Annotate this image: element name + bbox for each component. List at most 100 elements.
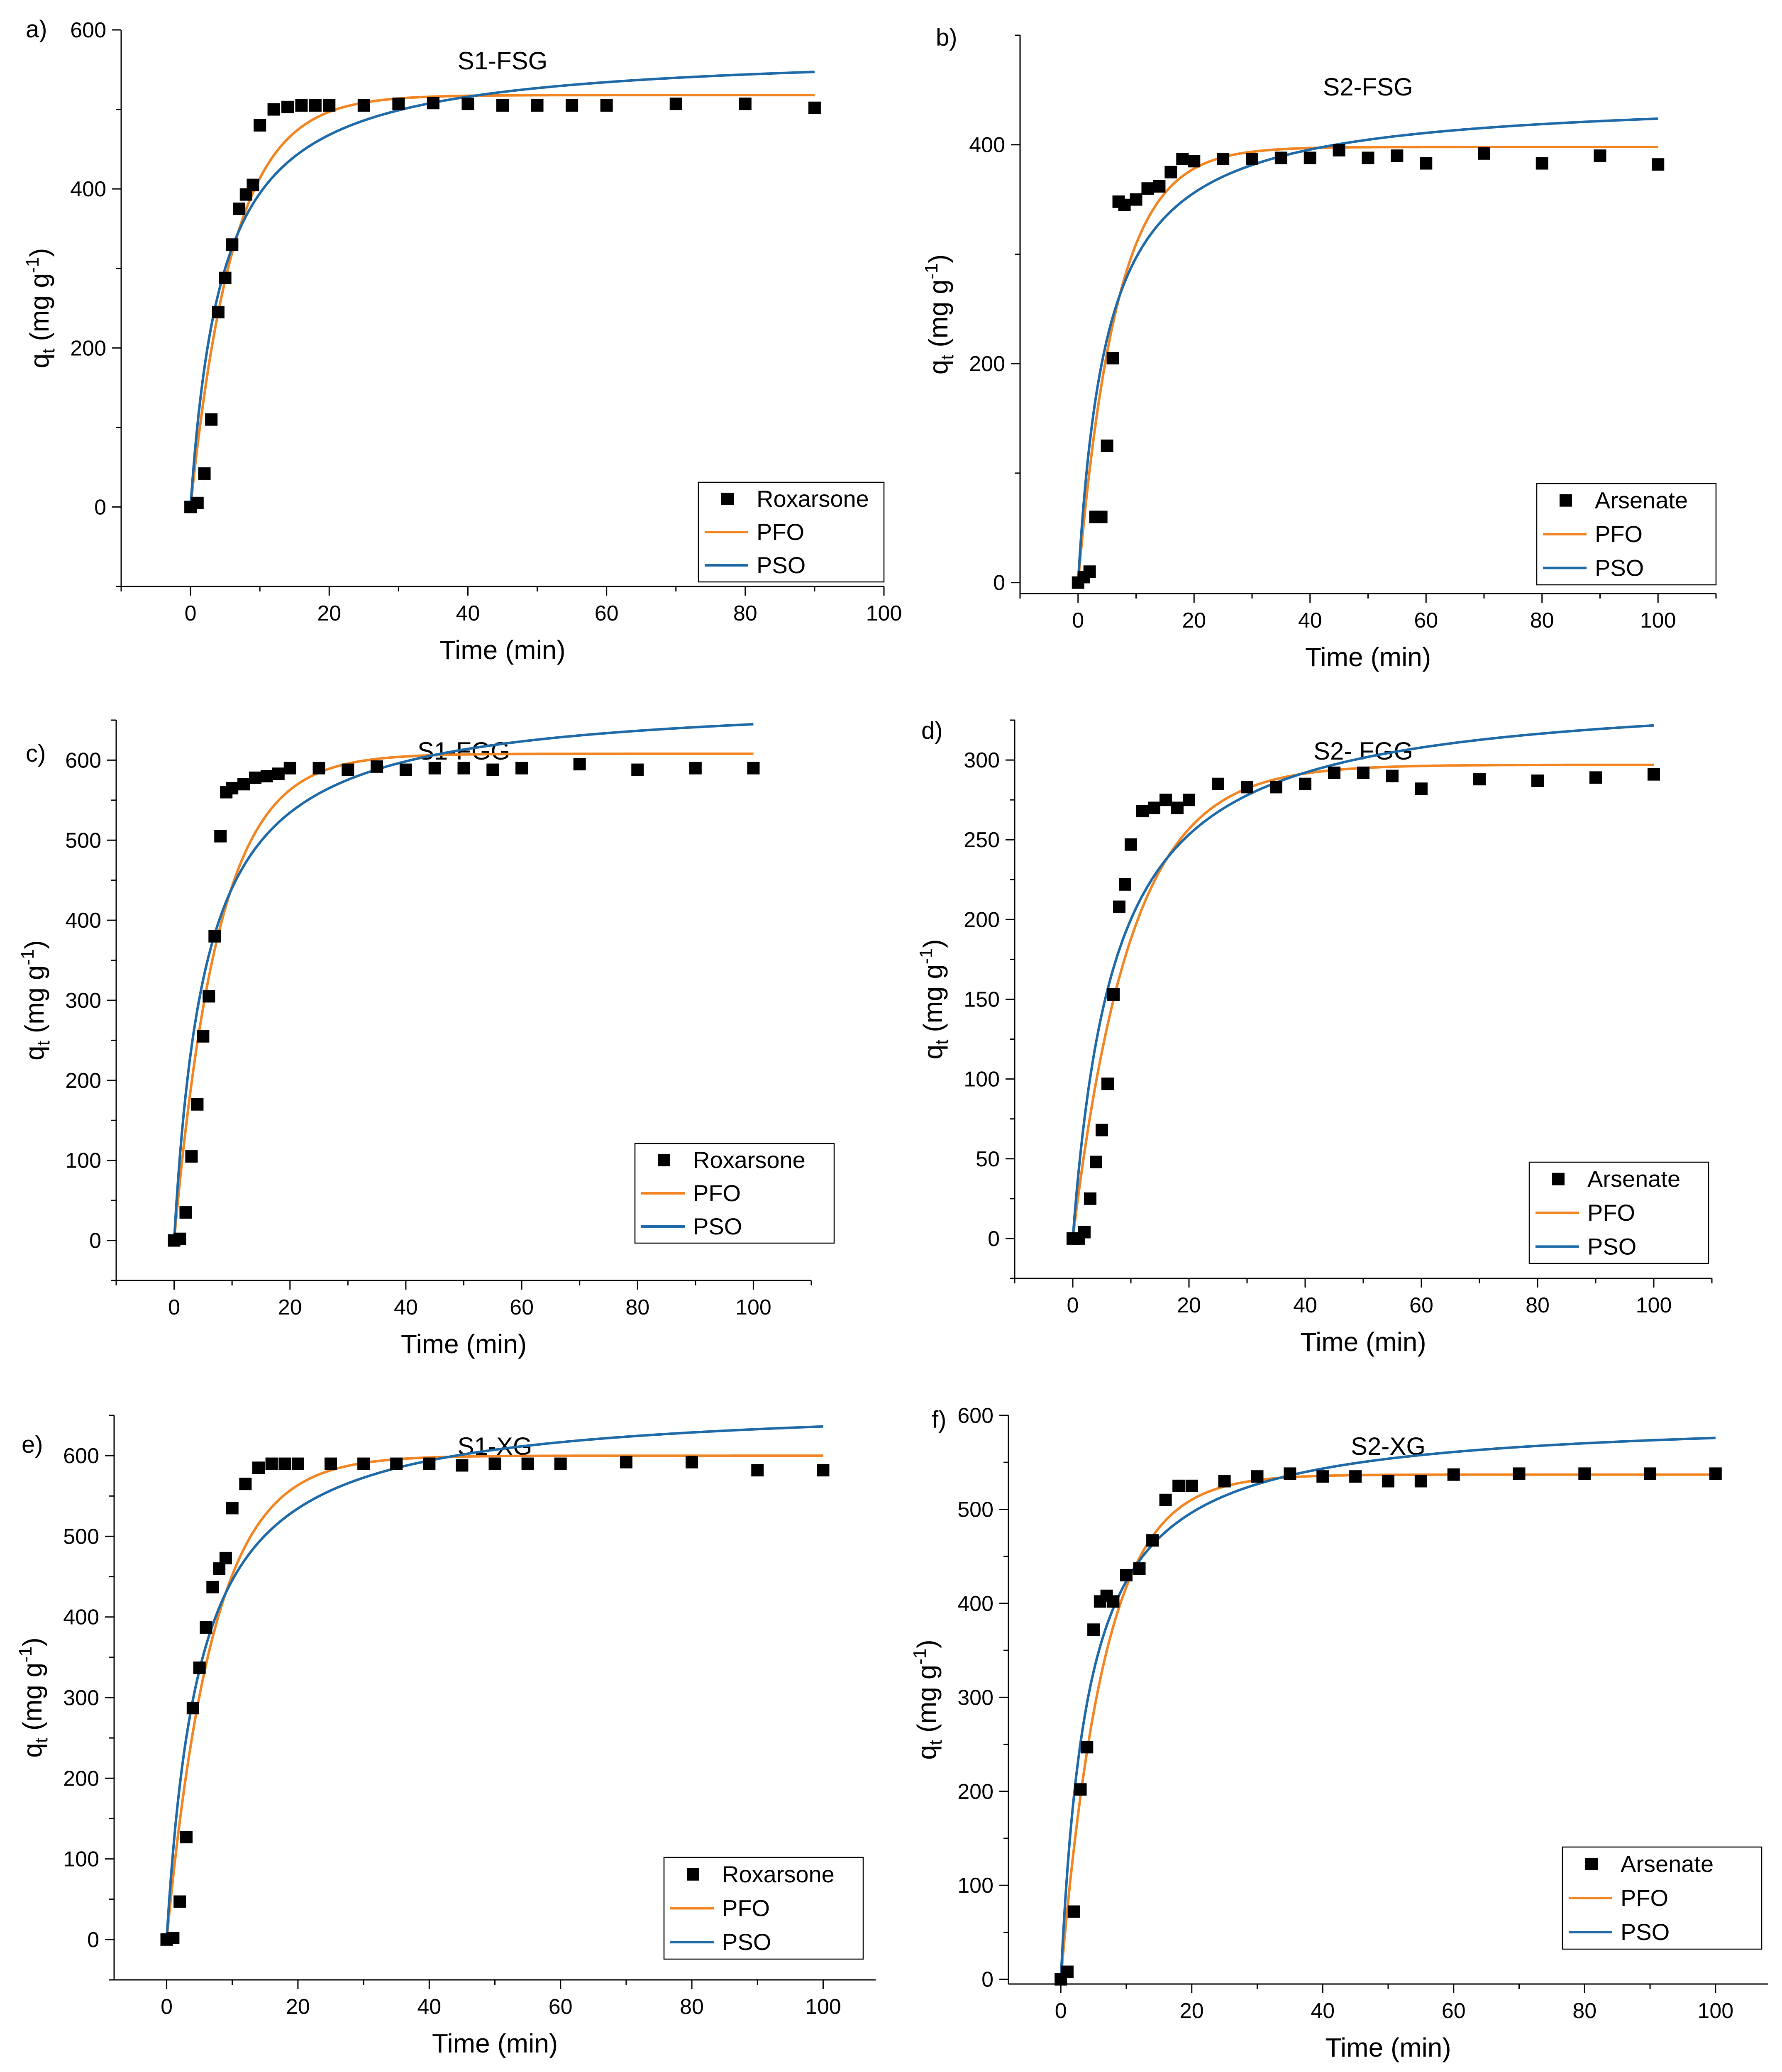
x-tick-label: 100 <box>1640 608 1676 633</box>
data-point <box>1146 1534 1159 1547</box>
data-point <box>1141 182 1154 195</box>
data-point <box>428 762 441 775</box>
data-point <box>191 496 204 509</box>
data-point <box>272 767 285 780</box>
chart-title: S2-FSG <box>1323 73 1413 101</box>
legend-label-pfo: PFO <box>1621 1885 1668 1911</box>
data-point <box>1061 1965 1074 1978</box>
legend-label-points: Arsenate <box>1587 1166 1680 1192</box>
data-point <box>1101 1078 1114 1090</box>
data-point <box>1133 1562 1146 1575</box>
data-point <box>817 1464 830 1477</box>
data-point <box>620 1456 632 1468</box>
data-point <box>1083 565 1096 578</box>
data-point <box>1284 1467 1296 1480</box>
legend-label-pso: PSO <box>722 1929 771 1955</box>
data-point <box>200 1621 212 1634</box>
data-point <box>205 413 218 426</box>
data-point <box>1217 153 1230 166</box>
data-point <box>1316 1470 1329 1483</box>
x-axis-title: Time (min) <box>401 1329 527 1359</box>
panel-label: a) <box>26 16 47 43</box>
y-tick-label: 200 <box>63 1767 99 1791</box>
x-tick-label: 100 <box>805 1995 841 2019</box>
y-tick-label: 0 <box>94 495 106 519</box>
data-point <box>206 1581 219 1593</box>
data-point <box>486 763 499 776</box>
pfo-fit-line <box>165 1454 823 1940</box>
x-tick-label: 80 <box>680 1995 704 2019</box>
x-axis-title: Time (min) <box>1325 2033 1451 2062</box>
data-point <box>1118 198 1131 211</box>
data-point <box>1176 153 1189 166</box>
data-point <box>1160 794 1172 806</box>
pso-fit-line <box>189 71 815 507</box>
data-point <box>566 99 579 112</box>
data-point <box>167 1931 180 1944</box>
y-tick-label: 300 <box>63 1686 99 1710</box>
data-point <box>1349 1470 1362 1483</box>
data-point <box>186 1702 199 1715</box>
data-point <box>427 97 439 110</box>
x-tick-label: 60 <box>1414 608 1438 633</box>
panel-label: e) <box>22 1431 43 1458</box>
x-axis-title: Time (min) <box>432 2028 558 2058</box>
data-point <box>208 930 221 943</box>
data-point <box>371 760 383 773</box>
data-point <box>1081 1741 1094 1754</box>
legend: Roxarsone PFO PSO <box>634 1143 835 1244</box>
legend: Roxarsone PFO PSO <box>663 1857 864 1960</box>
data-point <box>531 99 544 112</box>
pfo-fit-line <box>173 753 754 1241</box>
x-tick-label: 60 <box>1442 1999 1466 2023</box>
x-tick-label: 20 <box>1177 1293 1201 1317</box>
data-point <box>197 1030 210 1043</box>
data-point <box>1270 781 1282 794</box>
data-point <box>1648 768 1660 781</box>
data-point <box>1251 1470 1264 1483</box>
legend-marker-points <box>1552 1173 1565 1185</box>
legend-label-pso: PSO <box>757 552 806 578</box>
pso-fit-line <box>1059 1437 1716 1979</box>
x-tick-label: 100 <box>1697 1999 1733 2023</box>
x-tick-label: 80 <box>1530 608 1554 633</box>
y-tick-label: 200 <box>969 352 1005 376</box>
data-point <box>1274 151 1287 164</box>
data-point <box>1212 777 1224 790</box>
x-tick-label: 100 <box>1636 1293 1672 1317</box>
x-tick-label: 40 <box>1293 1293 1317 1317</box>
pso-fit-line <box>1072 724 1654 1239</box>
data-point <box>1531 775 1544 787</box>
data-point <box>173 1895 186 1908</box>
data-point <box>1578 1467 1591 1480</box>
data-point <box>423 1457 436 1470</box>
y-tick-label: 400 <box>957 1592 994 1616</box>
data-point <box>521 1457 534 1470</box>
data-point <box>1113 900 1125 913</box>
y-tick-label: 500 <box>957 1498 994 1522</box>
data-point <box>239 1478 252 1490</box>
data-point <box>1095 511 1108 523</box>
chart-panel-2: c) 0 20 40 60 80 100 0 100 200 300 400 500 600 Time (m… <box>17 719 835 1359</box>
data-point <box>1090 1156 1102 1168</box>
x-tick-label: 40 <box>1298 608 1322 633</box>
pso-fit-line <box>1077 117 1658 583</box>
data-point <box>1106 352 1119 364</box>
legend-label-pfo: PFO <box>757 519 804 545</box>
legend: Roxarsone PFO PSO <box>698 481 885 583</box>
pso-fit-line <box>173 723 754 1241</box>
y-tick-label: 600 <box>65 748 101 772</box>
data-point <box>573 758 586 771</box>
data-point <box>214 830 227 843</box>
data-point <box>1414 1475 1427 1488</box>
y-tick-label: 600 <box>70 18 106 42</box>
legend: Arsenate PFO PSO <box>1562 1846 1762 1950</box>
legend-marker-points <box>1585 1858 1598 1870</box>
data-point <box>357 99 370 112</box>
data-point <box>457 762 470 775</box>
legend-label-points: Arsenate <box>1621 1851 1714 1877</box>
legend: Arsenate PFO PSO <box>1528 1161 1709 1264</box>
x-tick-label: 20 <box>1180 1999 1204 2023</box>
data-point <box>278 1457 291 1470</box>
y-tick-label: 100 <box>63 1847 99 1872</box>
